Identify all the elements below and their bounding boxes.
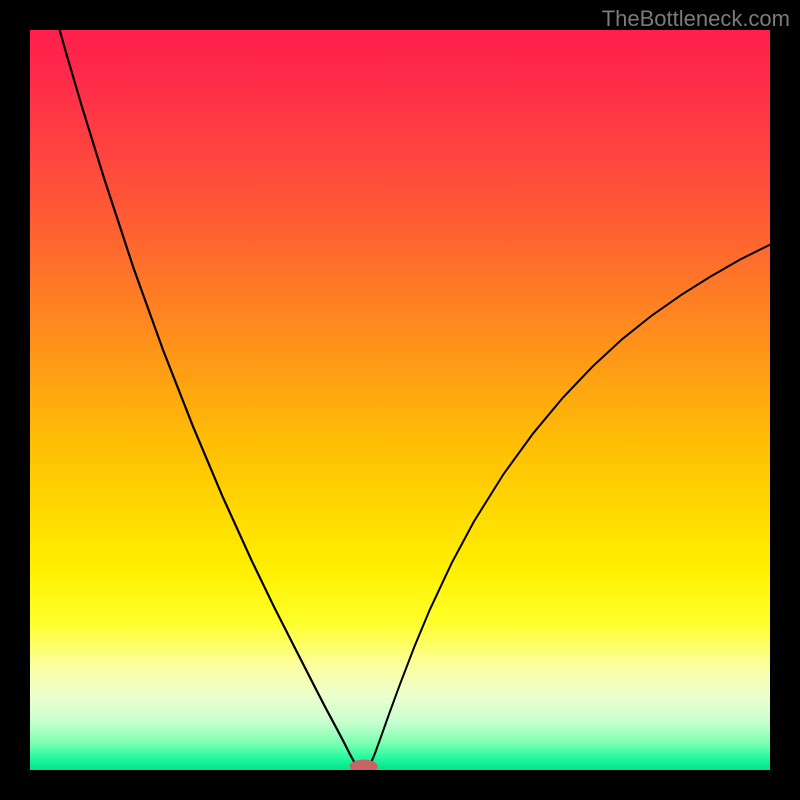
bottleneck-chart [0,0,800,800]
chart-container: TheBottleneck.com [0,0,800,800]
watermark-label: TheBottleneck.com [602,6,790,32]
plot-background [30,30,770,770]
